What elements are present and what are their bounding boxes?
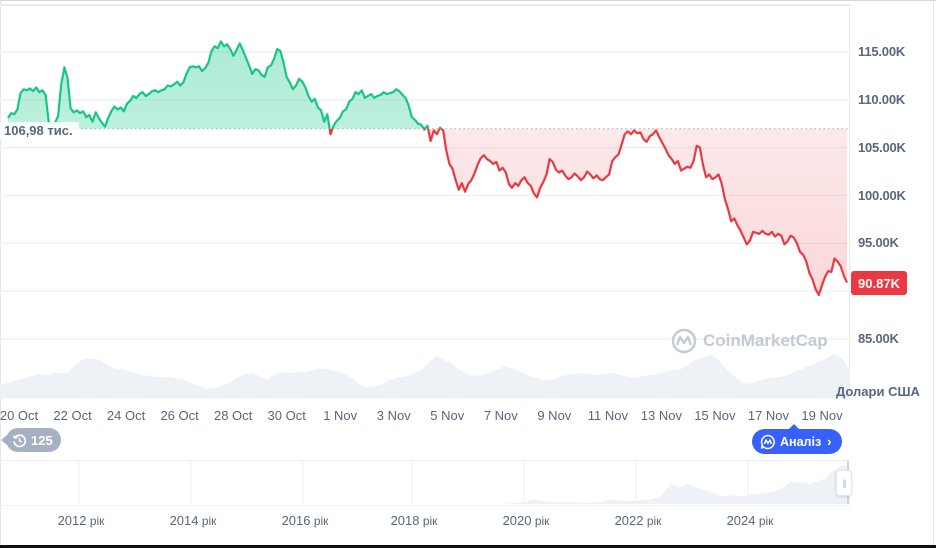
- x-tick-label: 19 Nov: [801, 408, 843, 423]
- x-tick-label: 17 Nov: [747, 408, 790, 423]
- analysis-button[interactable]: Аналіз ›: [752, 424, 842, 454]
- history-events-button[interactable]: 125: [1, 428, 61, 452]
- x-tick-label: 20 Oct: [0, 408, 39, 423]
- navigator-year-label: 2012 рік: [57, 513, 105, 528]
- coinmarketcap-chat-icon: [760, 434, 775, 449]
- x-tick-label: 5 Nov: [430, 408, 465, 423]
- chevron-right-icon: ›: [827, 434, 832, 449]
- y-tick-label: 95.00K: [858, 235, 899, 251]
- x-tick-label: 28 Oct: [213, 408, 253, 423]
- y-tick-label: 115.00K: [858, 44, 906, 59]
- baseline-price-label: 106,98 тис.: [0, 122, 79, 139]
- x-tick-label: 15 Nov: [694, 408, 736, 423]
- coinmarketcap-logo-icon: [671, 328, 697, 354]
- history-count: 125: [31, 432, 53, 448]
- history-clock-icon: [12, 433, 27, 447]
- page-right-edge: [933, 0, 934, 545]
- price-line: [0, 40, 849, 297]
- analysis-label: Аналіз: [780, 434, 822, 449]
- x-tick-label: 22 Oct: [53, 408, 92, 423]
- y-tick-label: 105.00K: [858, 139, 906, 155]
- navigator-year-label: 2020 рік: [502, 513, 550, 528]
- navigator-year-label: 2022 рік: [614, 513, 662, 528]
- x-tick-label: 26 Oct: [160, 408, 199, 423]
- x-tick-label: 9 Nov: [537, 408, 572, 423]
- chart-top-border: [0, 4, 850, 6]
- y-tick-label: 85.00K: [858, 331, 899, 346]
- y-tick-label: 110.00K: [858, 91, 906, 107]
- x-tick-label: 30 Oct: [267, 408, 306, 423]
- navigator-year-label: 2024 рік: [726, 513, 774, 528]
- x-tick-label: 1 Nov: [323, 408, 358, 423]
- x-tick-label: 3 Nov: [376, 408, 411, 423]
- plot-right-border: [849, 4, 850, 399]
- drag-handle-icon[interactable]: ||: [836, 470, 852, 496]
- x-tick-label: 24 Oct: [106, 408, 146, 423]
- navigator-area[interactable]: [0, 460, 850, 506]
- watermark-text: CoinMarketCap: [703, 331, 828, 350]
- current-price-badge: 90.87K: [851, 271, 907, 295]
- coinmarketcap-watermark: CoinMarketCap: [671, 328, 828, 354]
- x-tick-label: 13 Nov: [640, 408, 682, 423]
- navigator-year-label: 2018 рік: [390, 513, 438, 528]
- navigator-year-label: 2014 рік: [169, 513, 217, 528]
- x-tick-label: 11 Nov: [587, 408, 628, 423]
- x-tick-label: 7 Nov: [483, 408, 518, 423]
- y-tick-label: 100.00K: [858, 187, 906, 203]
- bottom-border: [0, 545, 936, 548]
- navigator-year-label: 2016 рік: [281, 513, 329, 528]
- volume-bars: [0, 353, 849, 398]
- currency-label: Долари США: [836, 384, 920, 399]
